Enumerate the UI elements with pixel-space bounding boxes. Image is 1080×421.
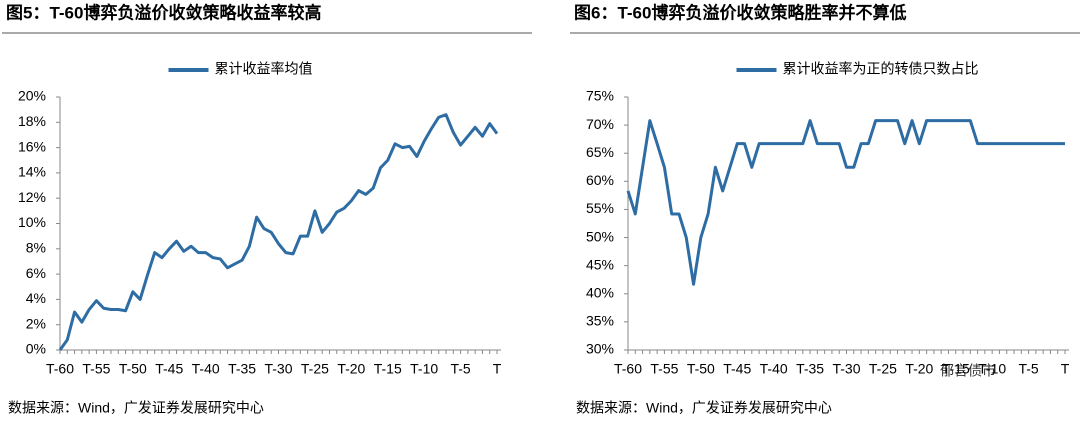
x-tick-label: T-45 — [155, 361, 183, 377]
x-tick-label: T-10 — [978, 361, 1006, 377]
x-tick-label: T-50 — [687, 361, 715, 377]
y-tick-label: 18% — [18, 113, 46, 129]
x-tick-label: T-50 — [119, 361, 147, 377]
x-tick-label: T-20 — [905, 361, 933, 377]
y-tick-label: 10% — [18, 214, 46, 230]
y-tick-label: 40% — [586, 284, 614, 300]
y-tick-label: 60% — [586, 172, 614, 188]
x-tick-label: T-55 — [650, 361, 678, 377]
x-tick-label: T-10 — [410, 361, 438, 377]
source-note: 数据来源：Wind，广发证券发展研究中心 — [8, 400, 264, 416]
x-tick-label: T-60 — [614, 361, 642, 377]
x-tick-label: T — [1061, 361, 1070, 377]
y-tick-label: 55% — [586, 200, 614, 216]
y-tick-label: 4% — [26, 290, 46, 306]
x-tick-label: T-25 — [869, 361, 897, 377]
y-tick-label: 2% — [26, 315, 46, 331]
x-tick-label: T-30 — [832, 361, 860, 377]
y-tick-label: 14% — [18, 164, 46, 180]
x-tick-label: T-40 — [760, 361, 788, 377]
x-tick-label: T-5 — [450, 361, 470, 377]
x-tick-label: T-15 — [374, 361, 402, 377]
watermark: 郁言债市 — [940, 363, 996, 379]
y-tick-label: 0% — [26, 341, 46, 357]
x-tick-label: T-40 — [192, 361, 220, 377]
y-tick-label: 70% — [586, 116, 614, 132]
y-tick-label: 12% — [18, 189, 46, 205]
y-tick-label: 16% — [18, 138, 46, 154]
y-tick-label: 20% — [18, 88, 46, 104]
chart-title: 图5：T-60博弈负溢价收敛策略收益率较高 — [6, 2, 321, 22]
x-tick-label: T-25 — [301, 361, 329, 377]
x-tick-label: T-45 — [723, 361, 751, 377]
x-tick-label: T-20 — [337, 361, 365, 377]
line-series — [58, 113, 499, 351]
y-tick-label: 6% — [26, 265, 46, 281]
x-tick-label: T-5 — [1018, 361, 1038, 377]
y-tick-label: 65% — [586, 144, 614, 160]
x-tick-label: T-15 — [942, 361, 970, 377]
chart-title: 图6：T-60博弈负溢价收敛策略胜率并不算低 — [574, 2, 906, 22]
x-tick-label: T — [493, 361, 502, 377]
y-tick-label: 35% — [586, 313, 614, 329]
legend-label: 累计收益率为正的转债只数占比 — [783, 61, 979, 77]
x-tick-label: T-35 — [796, 361, 824, 377]
y-tick-label: 30% — [586, 341, 614, 357]
x-tick-label: T-55 — [82, 361, 110, 377]
source-note: 数据来源：Wind，广发证券发展研究中心 — [576, 400, 832, 416]
x-tick-label: T-60 — [46, 361, 74, 377]
x-tick-label: T-30 — [264, 361, 292, 377]
x-tick-label: T-35 — [228, 361, 256, 377]
y-tick-label: 75% — [586, 88, 614, 104]
legend-label: 累计收益率均值 — [215, 61, 313, 77]
y-tick-label: 45% — [586, 256, 614, 272]
y-tick-label: 50% — [586, 228, 614, 244]
y-tick-label: 8% — [26, 240, 46, 256]
line-series — [626, 119, 1065, 286]
